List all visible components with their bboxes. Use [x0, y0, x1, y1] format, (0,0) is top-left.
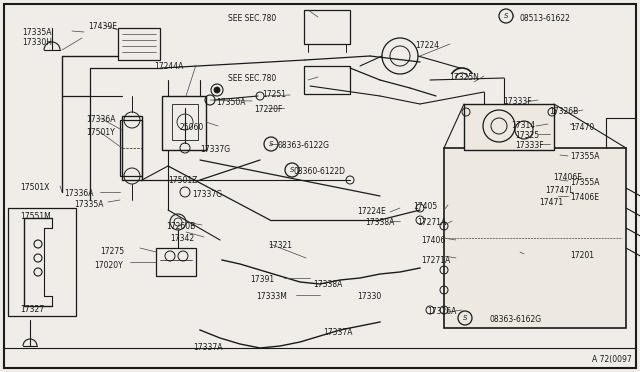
Bar — [120, 120, 142, 176]
Text: 17342: 17342 — [170, 234, 194, 243]
Text: 17501Y: 17501Y — [86, 128, 115, 137]
Text: 17326B: 17326B — [549, 107, 579, 116]
Text: 17326A: 17326A — [427, 307, 456, 316]
Text: 17391: 17391 — [250, 275, 274, 284]
Text: 17275: 17275 — [100, 247, 124, 256]
Bar — [118, 28, 160, 60]
Bar — [162, 96, 206, 150]
Circle shape — [214, 87, 220, 93]
Text: 17321: 17321 — [268, 241, 292, 250]
Bar — [464, 104, 554, 150]
Text: 17338A: 17338A — [365, 218, 394, 227]
Text: 17350A: 17350A — [216, 98, 246, 107]
Text: A 72(0097: A 72(0097 — [592, 355, 632, 364]
Text: 17327: 17327 — [20, 305, 44, 314]
Text: 17271A: 17271A — [417, 218, 446, 227]
Text: 17260B: 17260B — [166, 222, 195, 231]
Bar — [156, 248, 196, 276]
Text: 17501Z: 17501Z — [168, 176, 197, 185]
Text: 17439E: 17439E — [88, 22, 117, 31]
Bar — [304, 10, 350, 44]
Text: 17244A: 17244A — [154, 62, 184, 71]
Text: 08363-6162G: 08363-6162G — [490, 315, 542, 324]
Text: 17201: 17201 — [570, 251, 594, 260]
Text: 17325N: 17325N — [449, 73, 479, 82]
Text: 17470: 17470 — [570, 123, 595, 132]
Text: S: S — [504, 13, 508, 19]
Text: 17224: 17224 — [415, 41, 439, 50]
Text: 17336A: 17336A — [64, 189, 93, 198]
Bar — [8, 208, 76, 316]
Text: 17020Y: 17020Y — [94, 261, 123, 270]
Text: 17406E: 17406E — [553, 173, 582, 182]
Text: 17335A: 17335A — [74, 200, 104, 209]
Text: 17314: 17314 — [511, 121, 535, 130]
Bar — [122, 116, 142, 180]
Text: SEE SEC.780: SEE SEC.780 — [228, 14, 276, 23]
Text: 08513-61622: 08513-61622 — [520, 14, 571, 23]
Text: 08360-6122D: 08360-6122D — [294, 167, 346, 176]
Text: 17220F: 17220F — [254, 105, 282, 114]
Text: 17335A: 17335A — [22, 28, 51, 37]
Text: 17747L: 17747L — [545, 186, 573, 195]
Text: 17336A: 17336A — [86, 115, 115, 124]
Text: 17337G: 17337G — [200, 145, 230, 154]
Text: 17333F: 17333F — [503, 97, 532, 106]
Text: SEE SEC.780: SEE SEC.780 — [228, 74, 276, 83]
Text: 17224E: 17224E — [357, 207, 386, 216]
Text: 17330H: 17330H — [22, 38, 52, 47]
Text: S: S — [269, 141, 273, 147]
Text: 08363-6122G: 08363-6122G — [278, 141, 330, 150]
Bar — [172, 104, 198, 140]
Text: 17501X: 17501X — [20, 183, 49, 192]
Bar — [304, 66, 350, 94]
Text: 17333M: 17333M — [256, 292, 287, 301]
Text: 17271A: 17271A — [421, 256, 451, 265]
Text: 17251: 17251 — [262, 90, 286, 99]
Bar — [444, 148, 626, 328]
Text: 25060: 25060 — [180, 123, 204, 132]
Text: 17337A: 17337A — [323, 328, 353, 337]
Text: 17338A: 17338A — [313, 280, 342, 289]
Text: 17330: 17330 — [357, 292, 381, 301]
Text: S: S — [290, 167, 294, 173]
Text: 17551M: 17551M — [20, 212, 51, 221]
Text: 17355A: 17355A — [570, 152, 600, 161]
Text: 17325: 17325 — [515, 131, 539, 140]
Text: 17471: 17471 — [539, 198, 563, 207]
Text: 17355A: 17355A — [570, 178, 600, 187]
Text: 17333F: 17333F — [515, 141, 543, 150]
Text: 17337G: 17337G — [192, 190, 222, 199]
Text: 17406: 17406 — [421, 236, 445, 245]
Text: 17405: 17405 — [413, 202, 437, 211]
Text: 17337A: 17337A — [193, 343, 223, 352]
Text: 17406E: 17406E — [570, 193, 599, 202]
Text: S: S — [463, 315, 467, 321]
